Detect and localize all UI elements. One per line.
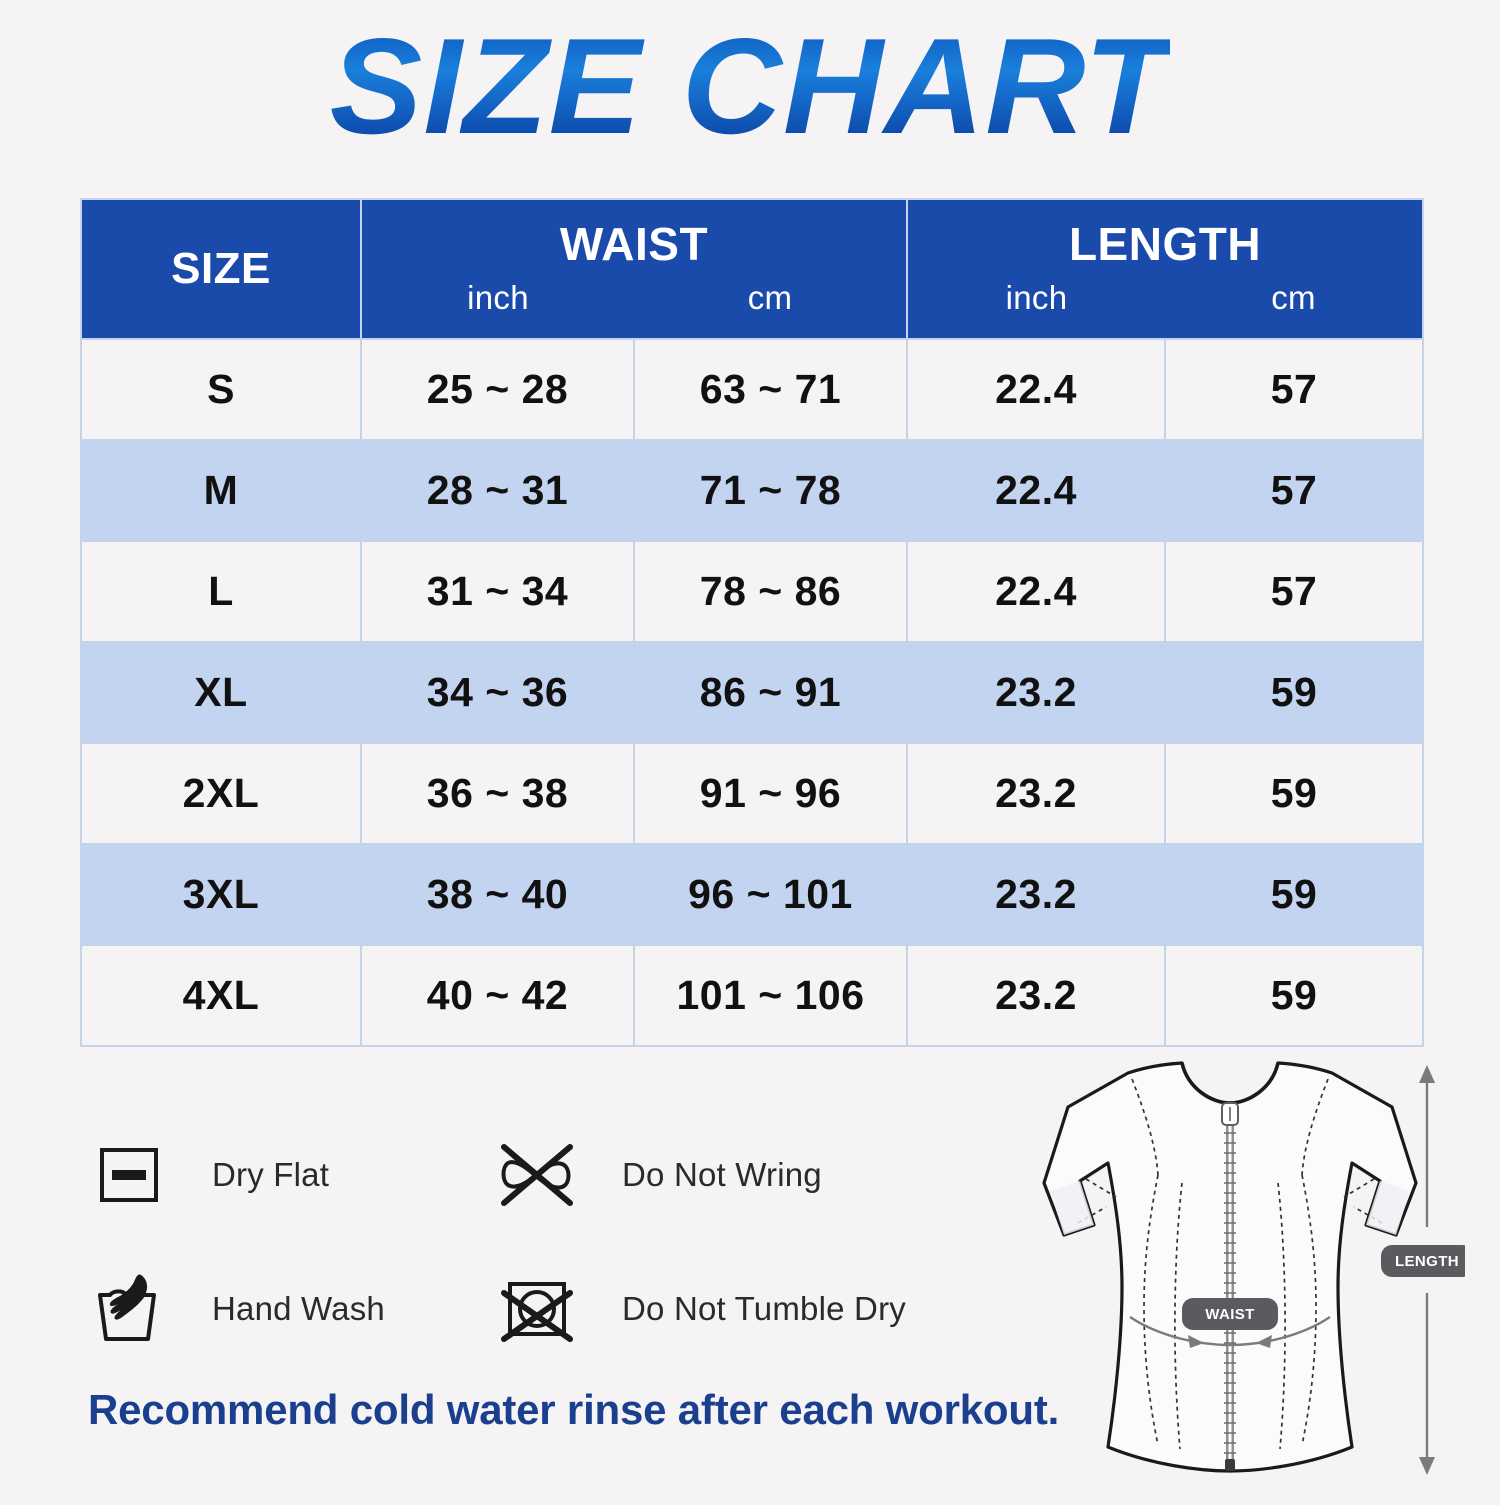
recommendation-text: Recommend cold water rinse after each wo…	[88, 1386, 1060, 1433]
table-row: M 28 ~ 31 71 ~ 78 22.4 57	[80, 439, 1424, 542]
table-row: 3XL 38 ~ 40 96 ~ 101 23.2 59	[80, 843, 1424, 946]
cell-waist-inch: 25 ~ 28	[360, 338, 635, 441]
length-badge-label: LENGTH	[1395, 1253, 1459, 1270]
cell-size: L	[80, 540, 362, 643]
table-header: SIZE WAIST inch cm LENGTH inch cm	[80, 198, 1424, 340]
garment-seam-lines	[1077, 1078, 1383, 1450]
cell-waist-inch: 31 ~ 34	[360, 540, 635, 643]
cell-waist-cm: 71 ~ 78	[633, 439, 908, 542]
care-item-do-not-wring: Do Not Wring	[498, 1134, 822, 1216]
cell-size: S	[80, 338, 362, 441]
column-header-length: LENGTH inch cm	[906, 198, 1424, 340]
page-title-container: SIZE CHART	[0, 18, 1500, 154]
table-row: XL 34 ~ 36 86 ~ 91 23.2 59	[80, 641, 1424, 744]
table-body: S 25 ~ 28 63 ~ 71 22.4 57 M 28 ~ 31 71 ~…	[80, 338, 1424, 1047]
care-item-hand-wash: Hand Wash	[88, 1268, 498, 1350]
cell-size: M	[80, 439, 362, 542]
care-row-1: Dry Flat Do Not Wring	[88, 1108, 988, 1242]
care-label-do-not-wring: Do Not Wring	[622, 1156, 822, 1193]
column-header-length-label: LENGTH	[1068, 218, 1262, 270]
care-label-dry-flat: Dry Flat	[212, 1156, 330, 1193]
column-header-waist-inch: inch	[467, 279, 529, 316]
care-label-hand-wash: Hand Wash	[212, 1290, 385, 1327]
column-header-waist-label: WAIST	[559, 218, 709, 270]
column-header-size-label: SIZE	[171, 244, 271, 293]
cell-length-cm: 57	[1164, 540, 1424, 643]
dry-flat-icon	[88, 1134, 170, 1216]
length-badge: LENGTH	[1381, 1245, 1473, 1277]
cell-length-inch: 22.4	[906, 338, 1166, 441]
cell-length-inch: 23.2	[906, 944, 1166, 1047]
column-header-waist-cm: cm	[747, 279, 793, 316]
garment-sleeve-hems	[1050, 1181, 1410, 1235]
cell-length-cm: 59	[1164, 641, 1424, 744]
care-item-dry-flat: Dry Flat	[88, 1134, 498, 1216]
waist-measure-arrows	[1129, 1316, 1331, 1348]
table-row: 2XL 36 ~ 38 91 ~ 96 23.2 59	[80, 742, 1424, 845]
column-header-waist: WAIST inch cm	[360, 198, 908, 340]
cell-length-inch: 23.2	[906, 742, 1166, 845]
cell-length-cm: 59	[1164, 843, 1424, 946]
care-label-do-not-tumble-dry: Do Not Tumble Dry	[622, 1290, 906, 1327]
cell-length-inch: 23.2	[906, 641, 1166, 744]
cell-waist-inch: 40 ~ 42	[360, 944, 635, 1047]
column-header-size: SIZE	[80, 198, 362, 340]
cell-size: 3XL	[80, 843, 362, 946]
page-title: SIZE CHART	[329, 10, 1171, 162]
zipper-icon	[1221, 1102, 1239, 1471]
do-not-tumble-dry-icon	[498, 1268, 580, 1350]
table-row: 4XL 40 ~ 42 101 ~ 106 23.2 59	[80, 944, 1424, 1047]
hand-wash-icon	[88, 1268, 170, 1350]
cell-waist-cm: 78 ~ 86	[633, 540, 908, 643]
cell-waist-cm: 86 ~ 91	[633, 641, 908, 744]
length-measure-arrow	[1419, 1065, 1435, 1475]
care-row-2: Hand Wash Do Not Tumble Dry	[88, 1242, 988, 1376]
cell-length-cm: 57	[1164, 338, 1424, 441]
garment-svg: WAIST LENGTH	[1042, 1061, 1473, 1475]
cell-waist-inch: 38 ~ 40	[360, 843, 635, 946]
cell-waist-cm: 96 ~ 101	[633, 843, 908, 946]
cell-waist-cm: 91 ~ 96	[633, 742, 908, 845]
cell-waist-inch: 36 ~ 38	[360, 742, 635, 845]
cell-length-inch: 22.4	[906, 439, 1166, 542]
cell-waist-cm: 101 ~ 106	[633, 944, 908, 1047]
table-header-row: SIZE WAIST inch cm LENGTH inch cm	[80, 198, 1424, 340]
column-header-length-cm: cm	[1271, 279, 1316, 316]
cell-length-cm: 59	[1164, 742, 1424, 845]
cell-waist-inch: 28 ~ 31	[360, 439, 635, 542]
cell-waist-cm: 63 ~ 71	[633, 338, 908, 441]
cell-length-inch: 22.4	[906, 540, 1166, 643]
cell-size: 2XL	[80, 742, 362, 845]
size-chart-table: SIZE WAIST inch cm LENGTH inch cm S 25 ~…	[80, 198, 1424, 1047]
garment-diagram: WAIST LENGTH	[960, 1055, 1473, 1500]
table-row: S 25 ~ 28 63 ~ 71 22.4 57	[80, 338, 1424, 441]
cell-waist-inch: 34 ~ 36	[360, 641, 635, 744]
care-instructions-section: Dry Flat Do Not Wring Hand Wash	[88, 1108, 988, 1376]
cell-size: XL	[80, 641, 362, 744]
table-row: L 31 ~ 34 78 ~ 86 22.4 57	[80, 540, 1424, 643]
cell-length-inch: 23.2	[906, 843, 1166, 946]
waist-badge-label: WAIST	[1205, 1306, 1255, 1323]
cell-length-cm: 59	[1164, 944, 1424, 1047]
cell-length-cm: 57	[1164, 439, 1424, 542]
cell-size: 4XL	[80, 944, 362, 1047]
column-header-length-inch: inch	[1005, 279, 1068, 316]
care-item-do-not-tumble-dry: Do Not Tumble Dry	[498, 1268, 906, 1350]
waist-badge: WAIST	[1182, 1298, 1278, 1330]
do-not-wring-icon	[498, 1134, 580, 1216]
